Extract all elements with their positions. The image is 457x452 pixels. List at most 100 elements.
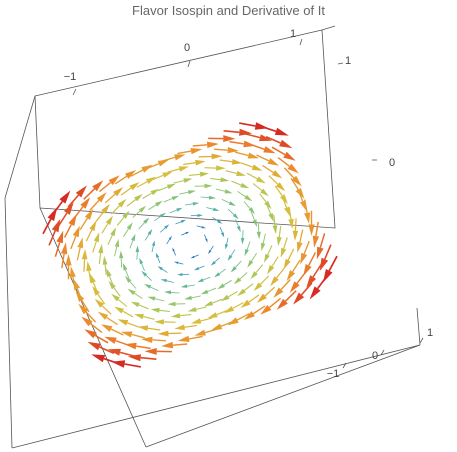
vector-arrow-head	[206, 141, 219, 149]
vector-arrow-head	[270, 276, 279, 287]
vector-arrow-head	[100, 324, 113, 332]
vector-arrow-shaft	[188, 335, 203, 340]
vector-arrow-head	[105, 215, 113, 225]
vector-arrow-shaft	[110, 205, 121, 215]
vector-arrow-head	[236, 225, 241, 233]
vector-arrow-shaft	[287, 248, 295, 261]
vector-arrow-head	[217, 219, 223, 224]
vector-arrow-head	[192, 202, 200, 206]
vector-arrow-head	[227, 254, 233, 261]
vector-arrow-shaft	[262, 164, 274, 174]
vector-arrow-head	[138, 205, 147, 213]
vector-arrow-head	[292, 230, 299, 241]
vector-arrow-head	[81, 316, 93, 327]
vector-arrow-head	[283, 151, 296, 161]
vector-arrow-head	[180, 219, 186, 223]
vector-arrow-shaft	[203, 276, 211, 281]
vector-arrow-head	[177, 273, 183, 276]
vector-arrow-head	[134, 314, 144, 320]
vector-arrow-head	[159, 212, 166, 218]
vector-arrow-head	[56, 230, 64, 244]
vector-arrow-shaft	[179, 314, 192, 317]
vector-arrow-shaft	[308, 252, 317, 266]
vector-arrow-head	[240, 237, 245, 245]
vector-arrow-shaft	[134, 292, 143, 300]
box-back-face	[34, 29, 336, 229]
vector-arrow-head	[63, 202, 74, 215]
vector-arrow-shaft	[219, 159, 233, 163]
vector-arrow-shaft	[107, 234, 113, 245]
vector-arrow-shaft	[122, 310, 134, 318]
vector-arrow-shaft	[292, 259, 301, 273]
vector-arrow-head	[237, 288, 246, 297]
vector-arrow-head	[180, 284, 188, 288]
vector-arrow-head	[160, 279, 167, 283]
vector-arrow-shaft	[98, 252, 102, 265]
vector-arrow-head	[316, 246, 324, 260]
top-axis-tick-mark	[72, 88, 77, 96]
vector-arrow-shaft	[67, 194, 80, 208]
vector-arrow-head	[224, 189, 233, 194]
vector-arrow-head	[131, 233, 136, 242]
vector-arrow-head	[197, 214, 203, 217]
vector-arrow-shaft	[200, 317, 213, 322]
vector-arrow-head	[224, 306, 235, 314]
vector-arrow-head	[130, 301, 140, 308]
vector-arrow-shaft	[57, 212, 68, 227]
vector-arrow-head	[141, 336, 153, 343]
vector-arrow-head	[174, 324, 185, 331]
vector-arrow-shaft	[303, 240, 310, 255]
top-axis-tick-mark	[299, 38, 303, 46]
vector-arrow-head	[129, 182, 140, 191]
vector-arrow-shaft	[283, 237, 288, 249]
vector-arrow-head	[259, 134, 273, 142]
vector-arrow-head	[117, 198, 127, 208]
vector-arrow-shaft	[237, 190, 246, 198]
vector-arrow-shaft	[73, 206, 84, 219]
vector-arrow-head	[284, 206, 291, 217]
vector-arrow-shaft	[271, 256, 279, 267]
vector-arrow-shaft	[236, 313, 250, 321]
vector-arrow-head	[188, 190, 196, 195]
vector-arrow-head	[207, 312, 218, 319]
vector-arrow-head	[92, 180, 104, 192]
vector-arrow-head	[279, 139, 293, 149]
vector-arrow-shaft	[183, 162, 196, 166]
vector-arrow-head	[204, 183, 213, 189]
vector-arrow-shaft	[210, 245, 214, 251]
vector-arrow-shaft	[94, 334, 109, 344]
vector-arrow-head	[114, 238, 119, 248]
vector-arrow-head	[240, 182, 250, 189]
vector-arrow-shaft	[125, 269, 130, 279]
vector-arrow-head	[157, 266, 163, 271]
vector-arrow-head	[185, 231, 190, 235]
vector-arrow-shaft	[319, 233, 326, 248]
vector-arrow-head	[124, 275, 132, 283]
vector-arrow-shaft	[276, 267, 285, 279]
vector-arrow-shaft	[61, 253, 65, 269]
vector-arrow-shaft	[219, 268, 226, 275]
vector-arrow-shaft	[51, 200, 64, 216]
vector-arrow-shaft	[83, 259, 86, 272]
vector-arrow-head	[205, 238, 208, 243]
vector-arrow-shaft	[294, 218, 297, 231]
vector-arrow-shaft	[119, 351, 136, 357]
vector-arrow-head	[273, 287, 284, 298]
vector-arrow-shaft	[207, 287, 217, 292]
vector-arrow-shaft	[228, 209, 235, 215]
vector-arrow-head	[98, 243, 104, 254]
vector-arrow-head	[308, 224, 315, 236]
vector-arrow-head	[119, 250, 124, 259]
vector-arrow-head	[137, 325, 149, 331]
vector-arrow-head	[295, 188, 305, 199]
vector-arrow-head	[223, 135, 236, 142]
vector-arrow-head	[86, 261, 92, 272]
vector-arrow-shaft	[226, 237, 229, 245]
vector-arrow-shaft	[89, 199, 100, 211]
vector-arrow-shaft	[273, 214, 276, 226]
vector-arrow-head	[243, 311, 255, 320]
vector-arrow-shaft	[95, 211, 104, 223]
top-axis-tick-label: −1	[64, 71, 77, 83]
vector-arrow-head	[81, 249, 88, 260]
